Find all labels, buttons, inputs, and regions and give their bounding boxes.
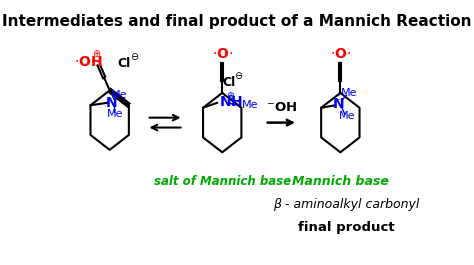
Text: $\oplus$: $\oplus$	[92, 48, 101, 59]
Text: $\ominus$: $\ominus$	[234, 70, 243, 81]
Text: $\bf{N}$: $\bf{N}$	[105, 96, 117, 110]
Text: :: :	[337, 92, 340, 102]
Text: :: :	[109, 91, 113, 101]
Text: $\oplus$: $\oplus$	[227, 90, 236, 101]
Text: $\cdot$OH: $\cdot$OH	[74, 55, 102, 69]
Text: $\cdot$O$\cdot$: $\cdot$O$\cdot$	[330, 47, 351, 61]
Text: Cl: Cl	[117, 57, 130, 70]
Text: $\cdot$O$\cdot$: $\cdot$O$\cdot$	[212, 47, 233, 61]
Text: Me: Me	[341, 89, 357, 98]
Text: $^{-}$OH: $^{-}$OH	[265, 101, 297, 114]
Text: β - aminoalkyl carbonyl: β - aminoalkyl carbonyl	[273, 198, 419, 211]
Text: salt of Mannich base: salt of Mannich base	[154, 175, 291, 188]
Text: Me: Me	[107, 109, 123, 119]
Text: Intermediates and final product of a Mannich Reaction: Intermediates and final product of a Man…	[2, 14, 472, 29]
Text: $\bf{N}$: $\bf{N}$	[332, 97, 344, 111]
Text: final product: final product	[298, 220, 394, 233]
Text: $\ominus$: $\ominus$	[130, 51, 139, 62]
Text: Mannich base: Mannich base	[292, 175, 389, 188]
Text: Me: Me	[110, 90, 127, 100]
Text: Me: Me	[339, 111, 355, 121]
Text: Cl: Cl	[222, 76, 236, 89]
Text: Me: Me	[242, 100, 258, 110]
Text: $\bf{NH}$: $\bf{NH}$	[219, 95, 243, 109]
